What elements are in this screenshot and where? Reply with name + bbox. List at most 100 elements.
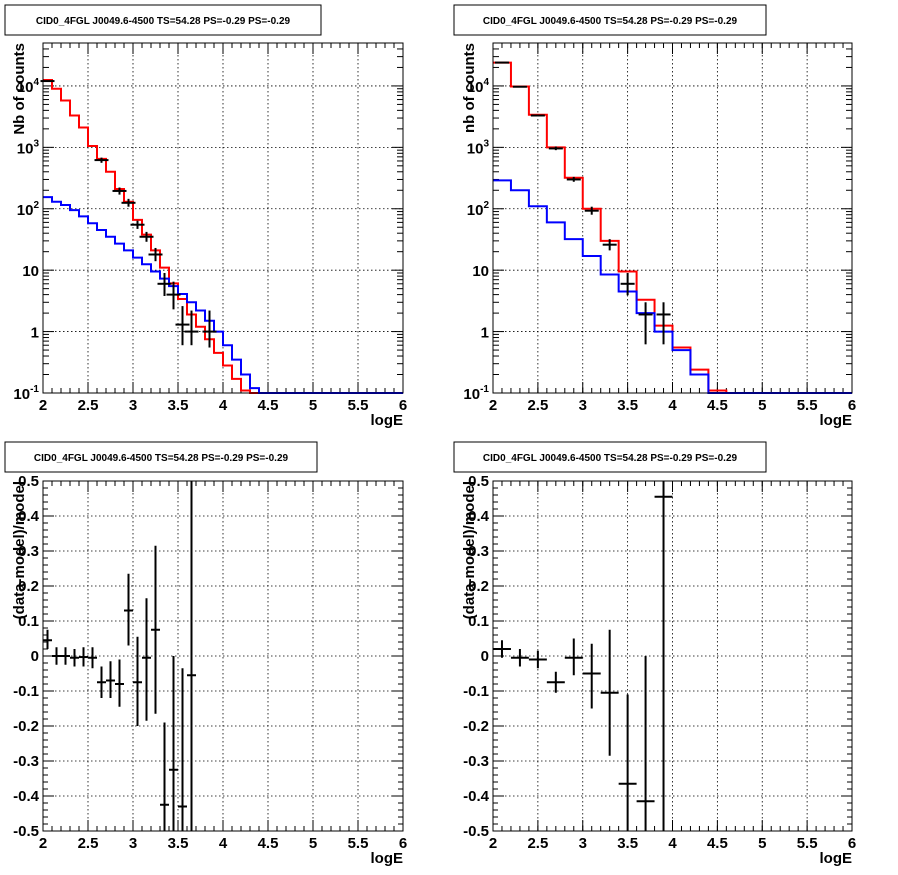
chart-title: CID0_4FGL J0049.6-4500 TS=54.28 PS=-0.29… <box>36 16 291 27</box>
residual-point <box>178 668 187 831</box>
y-tick-base: 10 <box>467 79 484 96</box>
y-tick-label: 103 <box>17 138 40 157</box>
x-tick-label: 6 <box>399 835 407 852</box>
residual-point <box>106 661 115 698</box>
y-tick-label: 0.5 <box>468 473 489 490</box>
x-axis-label: logE <box>820 412 853 429</box>
y-tick-base: 10 <box>472 263 489 280</box>
plot-area <box>493 481 673 831</box>
x-tick-label: 3.5 <box>617 835 638 852</box>
data-point <box>130 220 145 229</box>
x-tick-label: 5 <box>758 835 766 852</box>
x-tick-label: 6 <box>848 835 856 852</box>
x-tick-label: 5.5 <box>797 835 818 852</box>
y-tick-label: 10 <box>472 263 489 280</box>
data-point <box>139 231 154 242</box>
chart-title: CID0_4FGL J0049.6-4500 TS=54.28 PS=-0.29… <box>483 453 738 464</box>
x-tick-label: 3 <box>129 397 137 414</box>
x-tick-label: 5.5 <box>348 835 369 852</box>
data-point <box>175 306 190 346</box>
y-tick-label: -0.3 <box>13 753 39 770</box>
residual-point <box>115 659 124 707</box>
y-axis-label: (data-model)/model <box>461 481 478 619</box>
x-tick-label: 5.5 <box>348 397 369 414</box>
x-tick-label: 3 <box>129 835 137 852</box>
y-tick-base: 10 <box>463 386 480 403</box>
data-point <box>548 146 563 151</box>
data-point <box>584 206 599 215</box>
data-point <box>620 272 635 296</box>
data-point <box>112 187 127 195</box>
data-point <box>121 198 136 207</box>
y-tick-label: 10 <box>22 263 39 280</box>
residual-point <box>636 656 655 831</box>
title-box <box>4 4 322 36</box>
x-tick-label: 3 <box>579 397 587 414</box>
y-tick-exponent: -1 <box>480 384 489 395</box>
x-tick-label: 3.5 <box>617 397 638 414</box>
y-tick-exponent: 4 <box>483 77 489 88</box>
y-tick-label: 0.2 <box>468 578 489 595</box>
residual-point <box>61 647 70 665</box>
y-tick-label: 10-1 <box>463 384 489 403</box>
y-tick-label: 1 <box>481 325 489 342</box>
x-tick-label: 4.5 <box>258 397 279 414</box>
residual-point <box>528 650 547 669</box>
y-tick-label: 0.5 <box>18 473 39 490</box>
x-tick-label: 2 <box>39 835 47 852</box>
y-tick-label: -0.3 <box>463 753 489 770</box>
residual-point <box>79 647 88 667</box>
chart-panel-2: CID0_4FGL J0049.6-4500 TS=54.28 PS=-0.29… <box>453 4 856 429</box>
y-tick-label: 0.3 <box>468 543 489 560</box>
y-tick-base: 10 <box>467 140 484 157</box>
x-tick-label: 2.5 <box>78 835 99 852</box>
x-tick-label: 3 <box>579 835 587 852</box>
y-tick-label: -0.1 <box>463 683 489 700</box>
y-tick-label: 0 <box>31 648 39 665</box>
y-tick-label: 104 <box>17 77 40 96</box>
residual-point <box>133 636 142 726</box>
x-tick-label: 3.5 <box>168 397 189 414</box>
chart-title: CID0_4FGL J0049.6-4500 TS=54.28 PS=-0.29… <box>483 16 738 27</box>
y-tick-base: 10 <box>13 386 30 403</box>
y-tick-label: -0.5 <box>13 823 39 840</box>
y-tick-label: 0.4 <box>468 508 490 525</box>
y-tick-base: 10 <box>17 202 34 219</box>
x-tick-label: 2.5 <box>78 397 99 414</box>
x-tick-label: 4 <box>219 835 228 852</box>
residual-point <box>510 649 529 667</box>
y-tick-base: 10 <box>17 79 34 96</box>
y-tick-exponent: -1 <box>30 384 39 395</box>
plot-frame <box>42 480 404 832</box>
y-tick-label: -0.1 <box>13 683 39 700</box>
x-tick-label: 5 <box>309 835 317 852</box>
x-tick-label: 6 <box>399 397 407 414</box>
y-tick-label: 0.1 <box>468 613 489 630</box>
x-tick-label: 2 <box>489 835 497 852</box>
y-tick-base: 1 <box>31 325 39 342</box>
chart-panel-3: CID0_4FGL J0049.6-4500 TS=54.28 PS=-0.29… <box>4 441 407 867</box>
y-tick-base: 10 <box>22 263 39 280</box>
plot-area <box>40 78 403 394</box>
residual-point <box>70 649 79 667</box>
y-axis-label: (data-model)/model <box>11 481 28 619</box>
y-tick-label: 0.1 <box>18 613 39 630</box>
x-tick-label: 6 <box>848 397 856 414</box>
residual-point <box>564 638 583 676</box>
x-tick-label: 5.5 <box>797 397 818 414</box>
residual-point <box>546 671 565 693</box>
residual-point <box>493 640 511 658</box>
y-tick-label: 0.4 <box>18 508 40 525</box>
y-axis-label: Nb of counts <box>11 43 28 135</box>
residual-point <box>52 647 61 665</box>
y-tick-label: 104 <box>467 77 490 96</box>
x-tick-label: 5 <box>758 397 766 414</box>
y-tick-label: 103 <box>467 138 490 157</box>
residual-point <box>160 722 169 831</box>
x-tick-label: 2.5 <box>527 397 548 414</box>
x-tick-label: 2.5 <box>527 835 548 852</box>
residual-point <box>169 656 178 831</box>
y-tick-label: -0.4 <box>13 788 40 805</box>
y-tick-base: 10 <box>17 140 34 157</box>
plot-frame <box>492 42 853 394</box>
